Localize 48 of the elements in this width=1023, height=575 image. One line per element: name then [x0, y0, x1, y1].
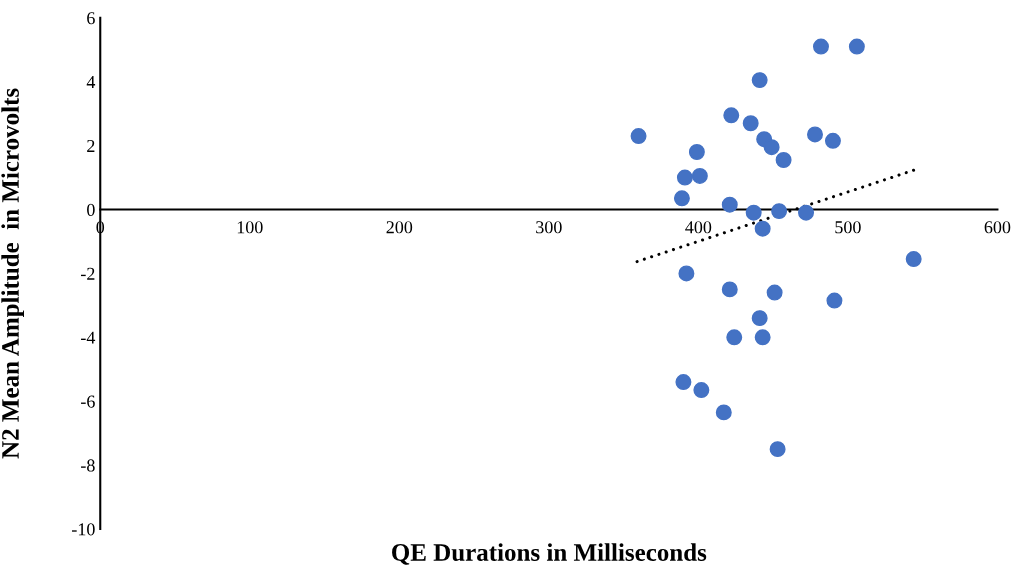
point	[754, 220, 771, 237]
y-tick-label: -2	[81, 267, 95, 280]
point	[673, 190, 690, 207]
point	[678, 265, 695, 282]
y-tick-label: 4	[86, 76, 96, 88]
point	[721, 281, 738, 298]
point	[742, 115, 759, 132]
point	[751, 310, 768, 327]
point	[676, 169, 693, 186]
point	[807, 126, 823, 143]
point	[726, 329, 743, 346]
x-axis-title: QE Durations in Milliseconds	[392, 543, 707, 565]
y-tick-label: 0	[87, 203, 95, 216]
point	[771, 203, 788, 220]
y-tick-label: 6	[87, 12, 95, 25]
point	[715, 404, 732, 421]
y-tick-label: 2	[87, 139, 95, 152]
point	[745, 204, 762, 221]
y-tick-label: -8	[81, 459, 95, 472]
point	[630, 128, 647, 145]
x-tick-label: 400	[685, 221, 712, 234]
point	[766, 284, 783, 301]
point	[826, 292, 843, 309]
x-tick-label: 600	[984, 221, 1011, 234]
point	[754, 329, 771, 346]
y-tick-label: -4	[81, 331, 96, 344]
point	[905, 251, 922, 268]
point	[691, 167, 708, 184]
y-tick-label: -6	[81, 395, 95, 408]
point	[798, 204, 815, 221]
point	[824, 132, 841, 149]
point	[775, 152, 792, 168]
point	[721, 196, 738, 213]
x-tick-label: 300	[536, 221, 562, 234]
x-tick-label: 200	[386, 221, 413, 234]
point	[723, 107, 740, 124]
point	[693, 382, 710, 399]
point	[675, 374, 692, 391]
y-axis-title: N2 Mean Amplitude in Microvolts	[1, 88, 24, 459]
point	[813, 38, 829, 55]
point	[848, 38, 865, 55]
point	[751, 72, 768, 89]
y-tick-label: -10	[72, 523, 95, 536]
point	[763, 139, 780, 156]
x-tick-label: 500	[835, 221, 861, 234]
point	[688, 144, 705, 160]
point	[769, 441, 786, 458]
x-tick-label: 100	[237, 221, 263, 234]
